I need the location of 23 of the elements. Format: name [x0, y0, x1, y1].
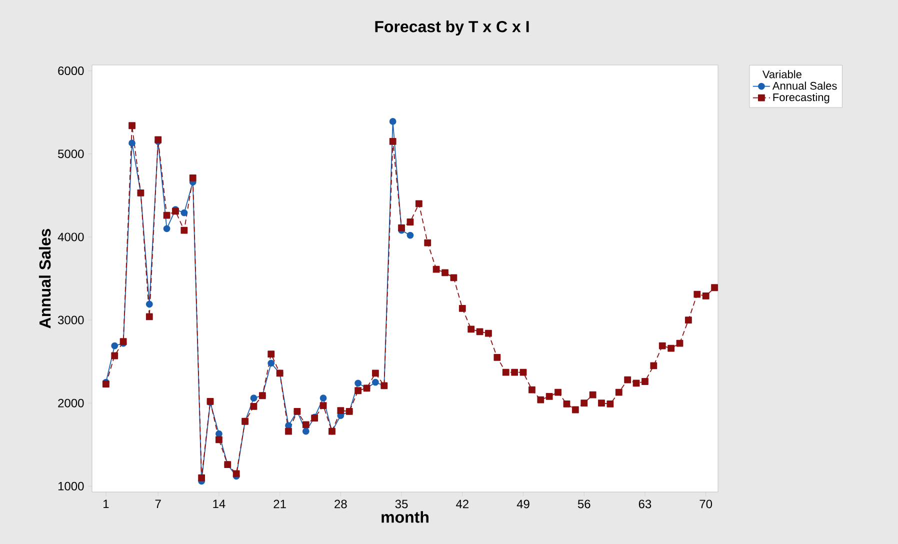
- y-tick-label: 4000: [58, 232, 84, 242]
- x-tick-label: 70: [700, 500, 712, 508]
- x-tick-label: 14: [213, 500, 226, 508]
- legend-label: Forecasting: [773, 93, 830, 104]
- legend-label: Annual Sales: [772, 82, 837, 90]
- legend-title: Variable: [762, 70, 802, 78]
- y-tick-label: 5000: [58, 150, 84, 158]
- x-tick-label: 63: [638, 500, 652, 508]
- x-tick-label: 56: [578, 500, 590, 508]
- x-tick-label: 28: [334, 500, 347, 508]
- y-tick-label: 2000: [58, 398, 84, 408]
- chart-title: Forecast by T x C x I: [375, 20, 529, 36]
- x-tick-label: 7: [155, 500, 161, 508]
- x-tick-label: 35: [395, 500, 408, 508]
- y-tick-label: 6000: [58, 66, 84, 76]
- x-axis-title: month: [382, 511, 428, 523]
- x-tick-label: 42: [456, 500, 468, 508]
- x-tick-label: 49: [516, 500, 530, 508]
- y-tick-label: 1000: [58, 482, 84, 490]
- x-tick-label: 1: [104, 500, 109, 508]
- x-tick-label: 21: [274, 500, 286, 508]
- y-axis-title: Annual Sales: [38, 228, 51, 328]
- y-tick-label: 3000: [58, 316, 84, 324]
